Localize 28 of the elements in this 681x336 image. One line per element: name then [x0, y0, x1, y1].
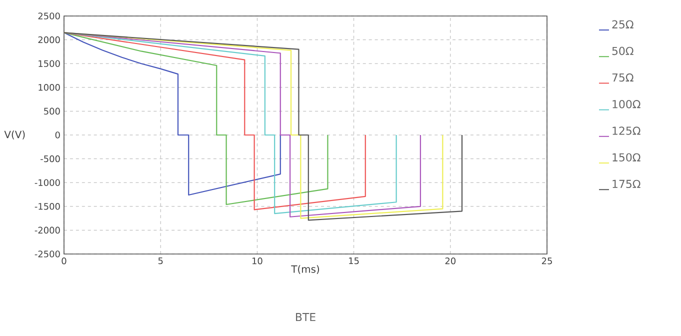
y-tick-label: -500 — [40, 155, 60, 162]
y-tick-label: -1000 — [34, 179, 60, 186]
x-tick-label: 5 — [158, 258, 163, 264]
y-tick-label: -1500 — [34, 203, 60, 210]
x-tick-label: 15 — [349, 258, 359, 264]
legend-label: 150Ω — [612, 153, 640, 162]
y-axis-title: V(V) — [4, 130, 25, 140]
x-tick-label: 20 — [445, 258, 456, 264]
legend-label: 125Ω — [612, 126, 640, 135]
legend-label: 175Ω — [612, 180, 640, 188]
y-tick-label: 2500 — [38, 12, 60, 20]
legend-label: 100Ω — [612, 100, 640, 108]
x-tick-label: 0 — [62, 258, 66, 264]
x-tick-label: 25 — [542, 258, 552, 264]
legend-label: 75Ω — [612, 73, 634, 82]
y-tick-label: 2000 — [38, 36, 60, 44]
y-tick-label: 1500 — [38, 60, 60, 67]
x-axis-title: T(ms) — [291, 265, 320, 274]
legend-label: 50Ω — [612, 46, 634, 56]
text: BTE — [296, 313, 316, 322]
y-tick-label: -2500 — [34, 250, 60, 258]
y-tick-label: 0 — [55, 132, 60, 138]
y-tick-label: 500 — [44, 108, 60, 115]
x-tick-label: 10 — [252, 258, 262, 264]
y-tick-label: -2000 — [34, 226, 60, 234]
line-series — [64, 32, 281, 196]
y-tick-label: 1000 — [38, 84, 60, 91]
legend-label: 25Ω — [612, 20, 634, 28]
